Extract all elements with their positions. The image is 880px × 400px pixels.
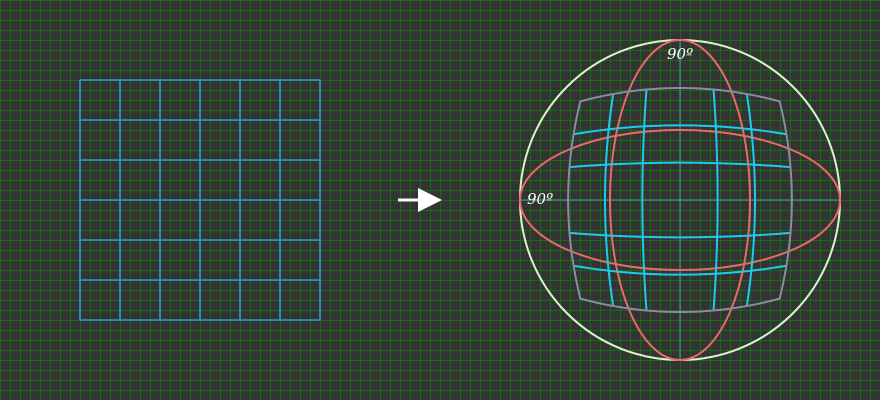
warped-grid-horizontal-line bbox=[573, 124, 787, 136]
flat-source-grid bbox=[79, 79, 321, 321]
horizontal-fov-label: 90º bbox=[527, 190, 553, 208]
warped-grid bbox=[569, 89, 791, 311]
warped-grid-horizontal-line bbox=[573, 264, 787, 276]
warped-grid-horizontal-line bbox=[569, 161, 791, 169]
warped-grid-horizontal-line bbox=[569, 231, 791, 239]
vertical-fov-label: 90º bbox=[667, 45, 693, 63]
fisheye-projection: 90º 90º bbox=[519, 39, 841, 361]
horizontal-fov-ellipse bbox=[519, 129, 841, 271]
warped-grid-outline bbox=[567, 86, 793, 314]
vertical-fov-ellipse bbox=[609, 39, 751, 361]
transform-arrow-icon bbox=[398, 188, 442, 212]
